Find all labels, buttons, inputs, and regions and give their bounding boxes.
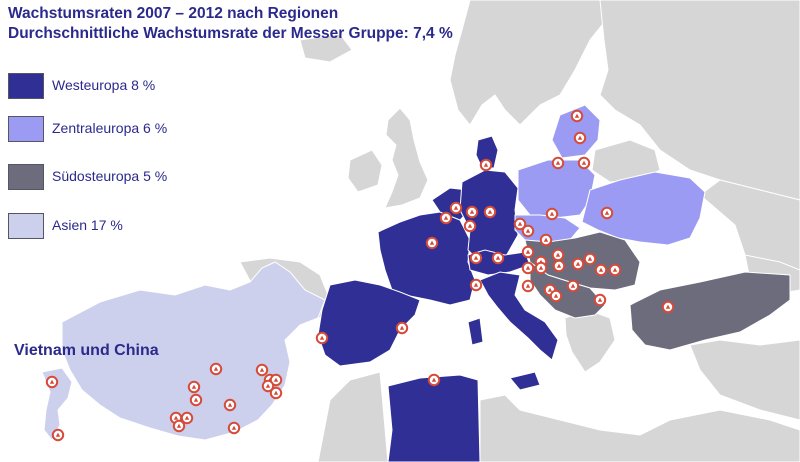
- site-marker[interactable]: [491, 251, 505, 265]
- site-marker[interactable]: [521, 245, 535, 259]
- other-land: [239, 0, 800, 462]
- site-marker[interactable]: [600, 206, 614, 220]
- site-marker[interactable]: [570, 109, 584, 123]
- turkey: [629, 271, 791, 351]
- site-marker[interactable]: [552, 259, 566, 273]
- site-marker[interactable]: [583, 252, 597, 266]
- iceland: [299, 33, 353, 63]
- poland: [517, 159, 596, 219]
- north-africa-west: [317, 371, 389, 462]
- site-marker[interactable]: [577, 156, 591, 170]
- site-marker[interactable]: [172, 419, 186, 433]
- site-marker[interactable]: [549, 289, 563, 303]
- north-africa-east: [479, 394, 800, 462]
- site-marker[interactable]: [463, 219, 477, 233]
- site-marker[interactable]: [551, 248, 565, 262]
- site-marker[interactable]: [269, 373, 283, 387]
- site-marker[interactable]: [571, 257, 585, 271]
- site-marker[interactable]: [469, 251, 483, 265]
- title-line-2: Durchschnittliche Wachstumsrate der Mess…: [8, 25, 453, 42]
- site-marker[interactable]: [180, 411, 194, 425]
- site-marker[interactable]: [261, 379, 275, 393]
- site-marker[interactable]: [269, 386, 283, 400]
- balkans: [529, 261, 606, 319]
- site-marker[interactable]: [425, 236, 439, 250]
- site-marker[interactable]: [593, 293, 607, 307]
- legend-swatch-zentraleuropa: [8, 116, 44, 142]
- sardinia: [467, 317, 484, 346]
- site-marker[interactable]: [51, 428, 65, 442]
- region-zentraleuropa: [514, 104, 706, 246]
- title-line-1: Wachstumsraten 2007 – 2012 nach Regionen: [8, 5, 339, 22]
- site-marker[interactable]: [227, 421, 241, 435]
- sicily: [509, 371, 541, 391]
- site-marker[interactable]: [594, 263, 608, 277]
- legend-label-westeuropa: Westeuropa 8 %: [52, 77, 156, 93]
- region-westeuropa: [317, 135, 559, 462]
- site-marker[interactable]: [513, 217, 527, 231]
- site-marker[interactable]: [521, 261, 535, 275]
- great-britain: [384, 107, 429, 209]
- site-marker[interactable]: [608, 263, 622, 277]
- site-marker[interactable]: [439, 211, 453, 225]
- site-marker[interactable]: [551, 156, 565, 170]
- greece: [564, 309, 616, 373]
- baltics: [551, 104, 601, 159]
- legend-swatch-westeuropa: [8, 73, 44, 99]
- site-marker[interactable]: [189, 393, 203, 407]
- site-marker[interactable]: [209, 362, 223, 376]
- algeria: [387, 374, 481, 462]
- scandinavia: [449, 0, 607, 126]
- site-marker[interactable]: [539, 233, 553, 247]
- ireland: [347, 149, 383, 193]
- legend-swatch-suedosteuropa: [8, 164, 44, 190]
- site-marker[interactable]: [465, 205, 479, 219]
- region-label-vietnam-china: Vietnam und China: [14, 342, 159, 359]
- site-marker[interactable]: [45, 375, 59, 389]
- site-marker[interactable]: [661, 300, 675, 314]
- denmark: [475, 135, 499, 169]
- site-marker[interactable]: [479, 158, 493, 172]
- ukraine: [581, 171, 706, 246]
- site-marker[interactable]: [427, 373, 441, 387]
- site-marker[interactable]: [521, 279, 535, 293]
- site-marker[interactable]: [315, 331, 329, 345]
- china: [61, 261, 326, 441]
- legend-label-suedosteuropa: Südosteuropa 5 %: [52, 168, 168, 184]
- site-marker[interactable]: [545, 207, 559, 221]
- site-marker[interactable]: [534, 261, 548, 275]
- legend-label-zentraleuropa: Zentraleuropa 6 %: [52, 120, 168, 136]
- site-marker[interactable]: [449, 201, 463, 215]
- italy: [479, 271, 559, 361]
- legend-label-asien: Asien 17 %: [52, 217, 123, 233]
- site-marker[interactable]: [395, 321, 409, 335]
- legend-swatch-asien: [8, 213, 44, 239]
- site-marker[interactable]: [469, 278, 483, 292]
- site-markers: [45, 109, 675, 442]
- site-marker[interactable]: [187, 380, 201, 394]
- site-marker[interactable]: [566, 279, 580, 293]
- russia-north: [599, 0, 800, 201]
- site-marker[interactable]: [255, 363, 269, 377]
- site-marker[interactable]: [573, 131, 587, 145]
- middle-east: [689, 339, 800, 421]
- site-marker[interactable]: [521, 224, 535, 238]
- site-marker[interactable]: [483, 205, 497, 219]
- site-marker[interactable]: [223, 398, 237, 412]
